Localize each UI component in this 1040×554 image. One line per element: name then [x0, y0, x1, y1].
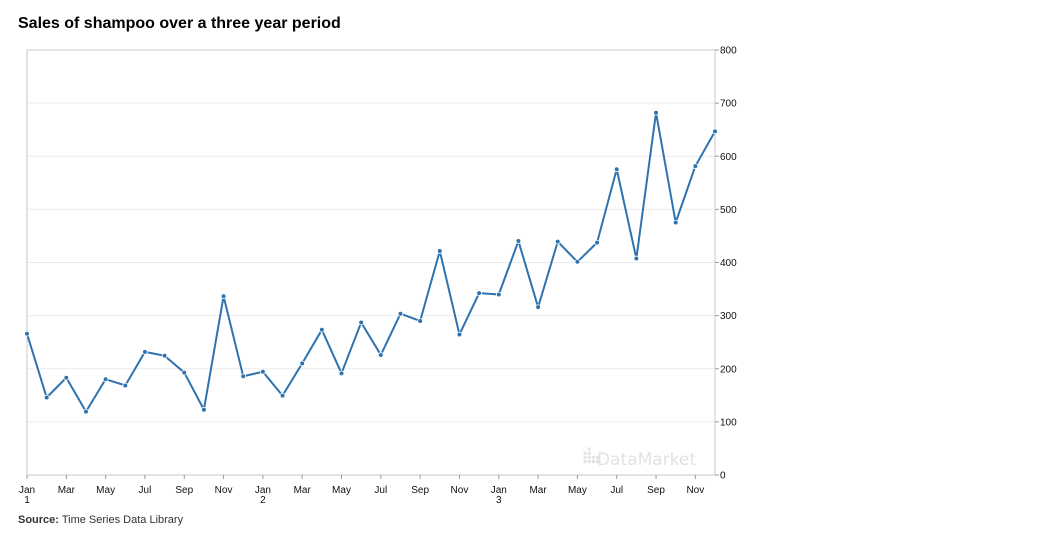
y-tick-label: 400 [720, 258, 737, 269]
watermark-text: DataMarket [597, 450, 696, 470]
series-line [26, 111, 716, 413]
data-point[interactable] [476, 290, 482, 296]
watermark-dot [591, 455, 596, 460]
y-tick-label: 100 [720, 417, 737, 428]
data-point[interactable] [83, 408, 89, 415]
watermark-dot [587, 451, 591, 455]
data-point[interactable] [378, 352, 384, 358]
x-tick-label: May [568, 485, 587, 496]
y-tick-label: 800 [720, 46, 737, 57]
x-tick-label: May [96, 485, 115, 496]
x-tick-label: Mar [529, 485, 547, 496]
data-point[interactable] [43, 394, 50, 401]
data-point[interactable] [24, 330, 30, 337]
data-point[interactable] [594, 239, 600, 246]
y-tick-label: 700 [720, 99, 737, 110]
data-point[interactable] [299, 360, 306, 367]
data-point[interactable] [122, 382, 129, 389]
watermark-dot [583, 451, 587, 455]
data-point[interactable] [201, 406, 207, 413]
source-text: Time Series Data Library [61, 514, 184, 526]
x-tick-label: Nov [451, 485, 469, 496]
x-tick-label: Jan [19, 485, 35, 496]
x-tick-label: May [332, 485, 351, 496]
x-tick-label: Sep [411, 485, 429, 496]
x-tick-label: Jan [255, 485, 271, 496]
data-point[interactable] [554, 238, 561, 245]
data-point[interactable] [338, 370, 345, 377]
data-point[interactable] [574, 259, 581, 265]
data-point[interactable] [495, 291, 502, 298]
x-tick-label: Nov [686, 485, 704, 496]
series-layer [24, 109, 718, 415]
watermark-dot [587, 455, 591, 460]
watermark-dot [591, 459, 596, 464]
data-point[interactable] [692, 163, 699, 169]
data-point[interactable] [417, 318, 423, 324]
x-tick-label: Jul [610, 485, 623, 496]
x-tick-label: Nov [215, 485, 233, 496]
datamarket-logo-icon [583, 447, 600, 464]
y-tick-label: 600 [720, 152, 737, 163]
data-point[interactable] [142, 349, 148, 355]
data-point[interactable] [613, 166, 620, 173]
data-point[interactable] [535, 304, 541, 310]
data-point[interactable] [161, 352, 168, 359]
x-tick-label: Sep [647, 485, 665, 496]
watermark-dot [587, 459, 591, 464]
x-tick-year-label: 3 [496, 495, 502, 506]
data-point[interactable] [319, 327, 325, 333]
x-tick-year-label: 2 [260, 495, 266, 506]
data-point[interactable] [358, 319, 364, 326]
x-tick-label: Jul [139, 485, 152, 496]
watermark-dot [583, 459, 587, 464]
data-point[interactable] [653, 109, 659, 116]
watermark-dot [583, 455, 587, 460]
source-label: Source: [18, 514, 59, 526]
y-tick-label: 0 [720, 471, 726, 482]
data-point[interactable] [220, 293, 227, 300]
data-point[interactable] [515, 238, 522, 244]
watermark-dot [595, 455, 600, 460]
y-tick-label: 500 [720, 205, 737, 216]
data-point[interactable] [633, 255, 640, 262]
x-tick-label: Sep [175, 485, 193, 496]
watermark-dot [595, 459, 600, 464]
y-tick-label: 200 [720, 364, 737, 375]
data-point[interactable] [397, 310, 404, 317]
data-point[interactable] [712, 128, 718, 135]
y-tick-label: 300 [720, 311, 737, 322]
x-tick-label: Mar [294, 485, 312, 496]
x-tick-label: Jul [374, 485, 387, 496]
gridlines [27, 102, 715, 423]
data-point[interactable] [260, 368, 266, 375]
data-point[interactable] [672, 219, 679, 226]
x-tick-label: Jan [491, 485, 507, 496]
data-point[interactable] [63, 374, 70, 381]
chart-title: Sales of shampoo over a three year perio… [18, 15, 341, 32]
data-point[interactable] [436, 248, 443, 254]
watermark-dot [587, 447, 591, 451]
x-tick-year-label: 1 [24, 495, 30, 506]
data-point[interactable] [102, 376, 109, 383]
source-note: Source: Time Series Data Library [18, 514, 183, 526]
data-point[interactable] [240, 373, 247, 380]
data-point[interactable] [456, 331, 463, 338]
data-point[interactable] [181, 369, 188, 376]
data-point[interactable] [279, 392, 286, 399]
datamarket-watermark: DataMarket [583, 447, 696, 470]
x-tick-label: Mar [58, 485, 76, 496]
